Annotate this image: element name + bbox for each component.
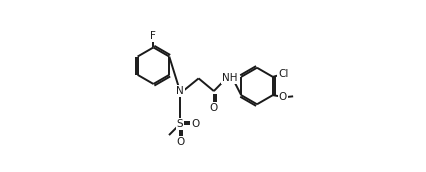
Text: O: O bbox=[191, 119, 199, 129]
Text: F: F bbox=[150, 31, 156, 41]
Text: O: O bbox=[279, 92, 287, 102]
Text: N: N bbox=[176, 86, 184, 96]
Text: O: O bbox=[210, 103, 218, 113]
Text: O: O bbox=[176, 137, 184, 147]
Text: Cl: Cl bbox=[278, 69, 289, 79]
Text: NH: NH bbox=[222, 73, 237, 83]
Text: S: S bbox=[177, 119, 183, 129]
